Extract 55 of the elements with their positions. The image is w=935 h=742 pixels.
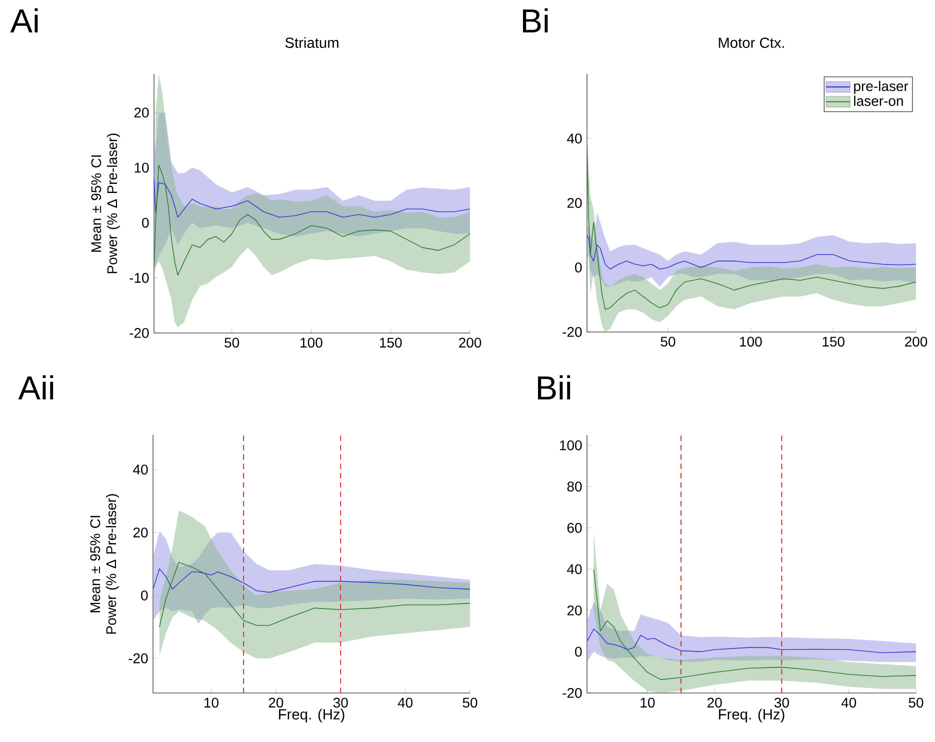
text: Ai bbox=[10, 8, 38, 32]
x-tick-label: 150 bbox=[380, 338, 402, 348]
y-tick-label: -20 bbox=[128, 653, 148, 664]
text: Aii bbox=[18, 375, 54, 400]
y-tick-label: 20 bbox=[567, 198, 582, 208]
x-tick-label: 50 bbox=[462, 698, 478, 708]
line-series bbox=[593, 568, 916, 680]
x-tick-label: 100 bbox=[740, 336, 762, 347]
legend-label: laser-on bbox=[854, 96, 903, 106]
y-tick-label: -20 bbox=[562, 688, 582, 698]
line-series bbox=[587, 144, 916, 310]
line-series bbox=[587, 628, 916, 654]
x-tick-label: 20 bbox=[268, 698, 284, 708]
chart-title: Motor Ctx. bbox=[718, 38, 784, 48]
x-tick-label: 10 bbox=[204, 698, 218, 708]
legend-label: pre-laser bbox=[854, 80, 908, 94]
x-tick-label: 30 bbox=[774, 698, 789, 708]
y-tick-label: -10 bbox=[130, 272, 149, 283]
y-tick-label: 80 bbox=[567, 482, 582, 492]
line-series bbox=[153, 568, 470, 593]
y-tick-label: 20 bbox=[567, 605, 582, 616]
y-tick-label: 0 bbox=[575, 646, 582, 657]
y-tick-label: -20 bbox=[130, 328, 149, 338]
chart-title: Striatum bbox=[285, 37, 338, 48]
x-tick-label: 200 bbox=[905, 336, 928, 347]
x-tick-label: 100 bbox=[300, 338, 322, 348]
y-tick-label: 20 bbox=[134, 108, 149, 118]
line-series bbox=[154, 164, 470, 276]
y-tick-label: 100 bbox=[560, 440, 582, 450]
y-tick-label: 40 bbox=[133, 464, 148, 475]
x-tick-label: 50 bbox=[224, 338, 240, 348]
y-axis-title: Mean ± 95% CI Power (% Δ Pre-laser) bbox=[90, 494, 119, 634]
y-tick-label: 40 bbox=[567, 564, 582, 574]
x-tick-label: 150 bbox=[822, 336, 844, 347]
y-tick-label: -20 bbox=[562, 327, 582, 337]
x-tick-label: 20 bbox=[708, 698, 722, 708]
x-tick-label: 40 bbox=[841, 698, 856, 708]
x-tick-label: 50 bbox=[660, 336, 676, 347]
y-tick-label: 20 bbox=[133, 528, 148, 538]
text: Bii bbox=[538, 375, 570, 400]
text: Bi bbox=[523, 8, 548, 32]
x-tick-label: 50 bbox=[908, 698, 924, 708]
y-tick-label: 40 bbox=[567, 134, 582, 144]
y-axis-title: Mean ± 95% CI Power (% Δ Pre-laser) bbox=[91, 134, 120, 274]
x-tick-label: 30 bbox=[333, 698, 348, 708]
x-tick-label: 40 bbox=[398, 698, 413, 708]
x-axis-title: Freq. (Hz) bbox=[279, 708, 344, 722]
y-tick-label: 10 bbox=[134, 162, 149, 173]
x-axis-title: Freq. (Hz) bbox=[719, 708, 784, 722]
x-tick-label: 10 bbox=[640, 698, 655, 708]
y-tick-label: 0 bbox=[142, 218, 149, 228]
y-tick-label: 60 bbox=[567, 522, 582, 533]
y-tick-label: 0 bbox=[575, 262, 582, 272]
y-tick-label: 0 bbox=[141, 590, 148, 600]
x-tick-label: 200 bbox=[459, 338, 482, 348]
